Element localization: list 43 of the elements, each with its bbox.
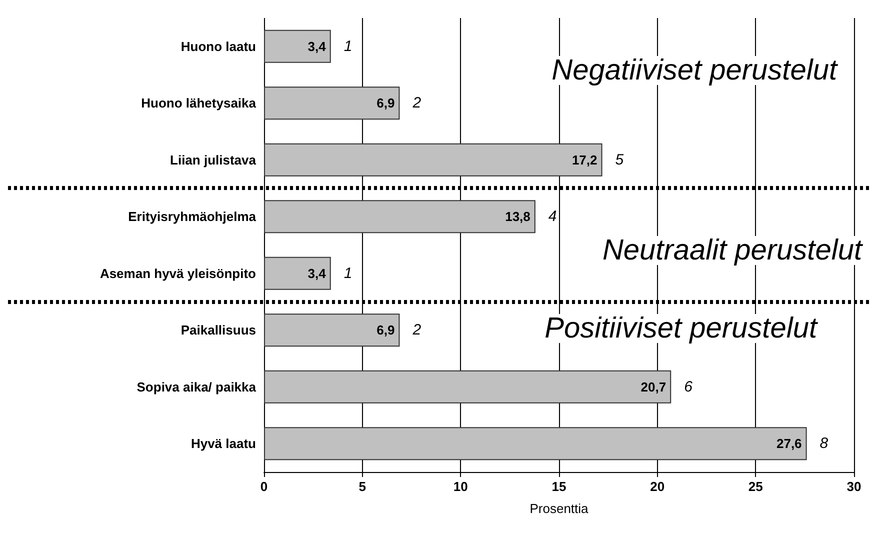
y-tick-label: Paikallisuus xyxy=(180,322,256,338)
bar xyxy=(264,86,400,120)
x-tick-label: 5 xyxy=(358,479,366,494)
annotation: 1 xyxy=(344,264,352,282)
data-label: 20,7 xyxy=(640,379,666,394)
x-tick-label: 0 xyxy=(260,479,268,494)
x-tick-label: 10 xyxy=(453,479,468,494)
y-tick-label: Hyvä laatu xyxy=(190,436,256,452)
bar xyxy=(264,314,400,347)
annotation: 1 xyxy=(344,38,352,55)
x-axis-title: Prosenttia xyxy=(530,501,590,516)
data-label: 6,9 xyxy=(376,322,395,338)
data-label: 3,4 xyxy=(308,38,327,54)
x-tick-label: 25 xyxy=(748,479,763,494)
annotation: 2 xyxy=(412,94,422,112)
bar xyxy=(264,30,331,63)
annotation: 6 xyxy=(684,378,694,396)
bar xyxy=(264,200,536,234)
y-tick-label: Huono laatu xyxy=(180,38,256,54)
annotation: Negatiiviset perustelut xyxy=(552,54,839,86)
bar xyxy=(264,370,672,404)
y-tick-label: Erityisryhmäohjelma xyxy=(128,209,257,224)
y-tick-label: Sopiva aika/ paikka xyxy=(136,379,257,394)
bar xyxy=(264,256,331,290)
x-tick-label: 30 xyxy=(846,479,862,494)
data-label: 17,2 xyxy=(572,152,598,168)
annotation: Positiiviset perustelut xyxy=(544,312,819,344)
data-label: 3,4 xyxy=(308,266,327,281)
bar xyxy=(264,143,602,176)
x-tick-label: 15 xyxy=(552,479,566,494)
x-tick-label: 20 xyxy=(650,479,665,494)
annotation: 5 xyxy=(615,151,624,168)
annotation: 2 xyxy=(412,322,422,339)
annotation: 8 xyxy=(820,435,829,452)
y-tick-label: Aseman hyvä yleisönpito xyxy=(100,266,256,281)
data-label: 6,9 xyxy=(376,96,395,111)
data-label: 27,6 xyxy=(776,436,802,452)
bar xyxy=(264,427,807,460)
data-label: 13,8 xyxy=(505,209,530,224)
y-tick-label: Liian julistava xyxy=(170,152,257,168)
annotation: Neutraalit perustelut xyxy=(602,234,864,266)
annotation: 4 xyxy=(548,208,557,226)
y-tick-label: Huono lähetysaika xyxy=(141,96,257,111)
